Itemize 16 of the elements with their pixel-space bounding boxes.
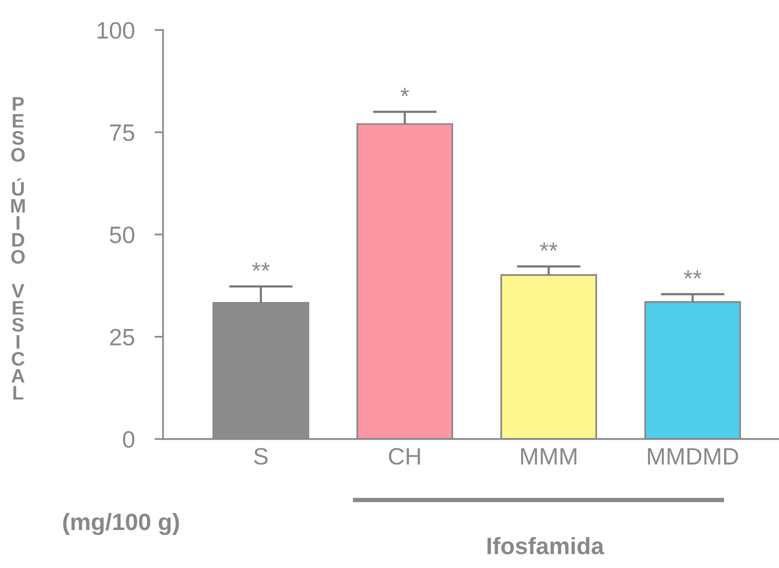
x-tick-label: MMM	[521, 448, 576, 464]
y-tick-label: 100	[98, 22, 134, 39]
y-tick-label: 25	[110, 328, 134, 346]
annotation: **	[252, 262, 270, 271]
text: PESO ÚMIDO VESICAL	[11, 97, 25, 400]
x-tick-label: S	[254, 448, 268, 465]
text: Ifosfamida	[488, 536, 604, 554]
text: (mg/100 g)	[63, 512, 179, 536]
annotation: *	[400, 88, 410, 96]
y-tick-label: 50	[110, 226, 134, 244]
y-tick-label: 0	[123, 431, 134, 448]
annotation: **	[540, 242, 558, 251]
x-tick-label: MMDMD	[648, 448, 738, 464]
x-tick-label: CH	[388, 448, 420, 465]
y-tick-label: 75	[110, 124, 134, 142]
annotation: **	[684, 270, 702, 279]
